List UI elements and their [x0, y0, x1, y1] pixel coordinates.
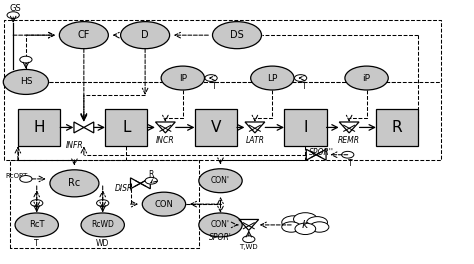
Text: SPOR'': SPOR'': [309, 148, 334, 157]
Circle shape: [3, 69, 48, 95]
Text: T: T: [212, 82, 217, 91]
Circle shape: [294, 75, 307, 81]
Text: LATR: LATR: [246, 136, 264, 145]
Circle shape: [199, 213, 242, 237]
Text: L: L: [122, 120, 130, 135]
Text: T: T: [301, 82, 306, 91]
Circle shape: [345, 66, 388, 90]
Text: DS: DS: [230, 30, 244, 40]
Text: INFR: INFR: [65, 141, 83, 150]
Circle shape: [205, 75, 217, 81]
Circle shape: [199, 169, 242, 193]
FancyBboxPatch shape: [376, 109, 419, 146]
Text: GS: GS: [10, 3, 22, 13]
Text: V: V: [210, 120, 221, 135]
Text: SPOR': SPOR': [209, 233, 232, 242]
Text: RcOPT: RcOPT: [5, 173, 27, 179]
Circle shape: [251, 66, 294, 90]
Circle shape: [243, 236, 255, 243]
Text: k: k: [302, 220, 309, 230]
Text: CON': CON': [211, 176, 230, 185]
Circle shape: [282, 222, 301, 232]
FancyBboxPatch shape: [284, 109, 327, 146]
Circle shape: [293, 213, 317, 226]
Text: H: H: [33, 120, 45, 135]
FancyBboxPatch shape: [18, 109, 60, 146]
Circle shape: [20, 176, 32, 182]
Circle shape: [59, 22, 109, 49]
Circle shape: [310, 222, 329, 232]
Text: D: D: [141, 30, 149, 40]
Text: R: R: [392, 120, 402, 135]
Circle shape: [20, 56, 32, 63]
Text: RcWD: RcWD: [91, 220, 114, 229]
Text: T,WD: T,WD: [239, 244, 258, 250]
Circle shape: [145, 177, 157, 184]
Text: HS: HS: [19, 77, 32, 86]
Text: R: R: [148, 170, 154, 179]
Text: IP: IP: [179, 74, 187, 83]
Text: CON: CON: [155, 200, 173, 209]
Circle shape: [97, 200, 109, 206]
Circle shape: [81, 213, 124, 237]
Text: I: I: [303, 120, 308, 135]
Text: Rc: Rc: [68, 178, 81, 188]
Circle shape: [282, 216, 305, 229]
Circle shape: [342, 151, 354, 158]
Circle shape: [120, 22, 170, 49]
Text: CON': CON': [211, 220, 230, 229]
Circle shape: [142, 192, 186, 216]
Text: iP: iP: [363, 74, 371, 83]
Circle shape: [295, 223, 316, 234]
Text: RcT: RcT: [29, 220, 45, 229]
Circle shape: [7, 12, 19, 18]
Text: LP: LP: [267, 74, 278, 83]
Text: REMR: REMR: [338, 136, 360, 145]
Text: WD: WD: [96, 239, 109, 248]
Circle shape: [15, 213, 58, 237]
FancyBboxPatch shape: [195, 109, 237, 146]
Circle shape: [50, 170, 99, 197]
Circle shape: [212, 22, 262, 49]
FancyBboxPatch shape: [105, 109, 147, 146]
Text: T: T: [35, 239, 39, 248]
Circle shape: [161, 66, 204, 90]
Text: INCR: INCR: [156, 136, 175, 145]
Text: T: T: [348, 159, 352, 168]
Circle shape: [31, 200, 43, 206]
Circle shape: [307, 216, 328, 228]
Text: CF: CF: [78, 30, 90, 40]
Text: DISR: DISR: [115, 184, 133, 193]
